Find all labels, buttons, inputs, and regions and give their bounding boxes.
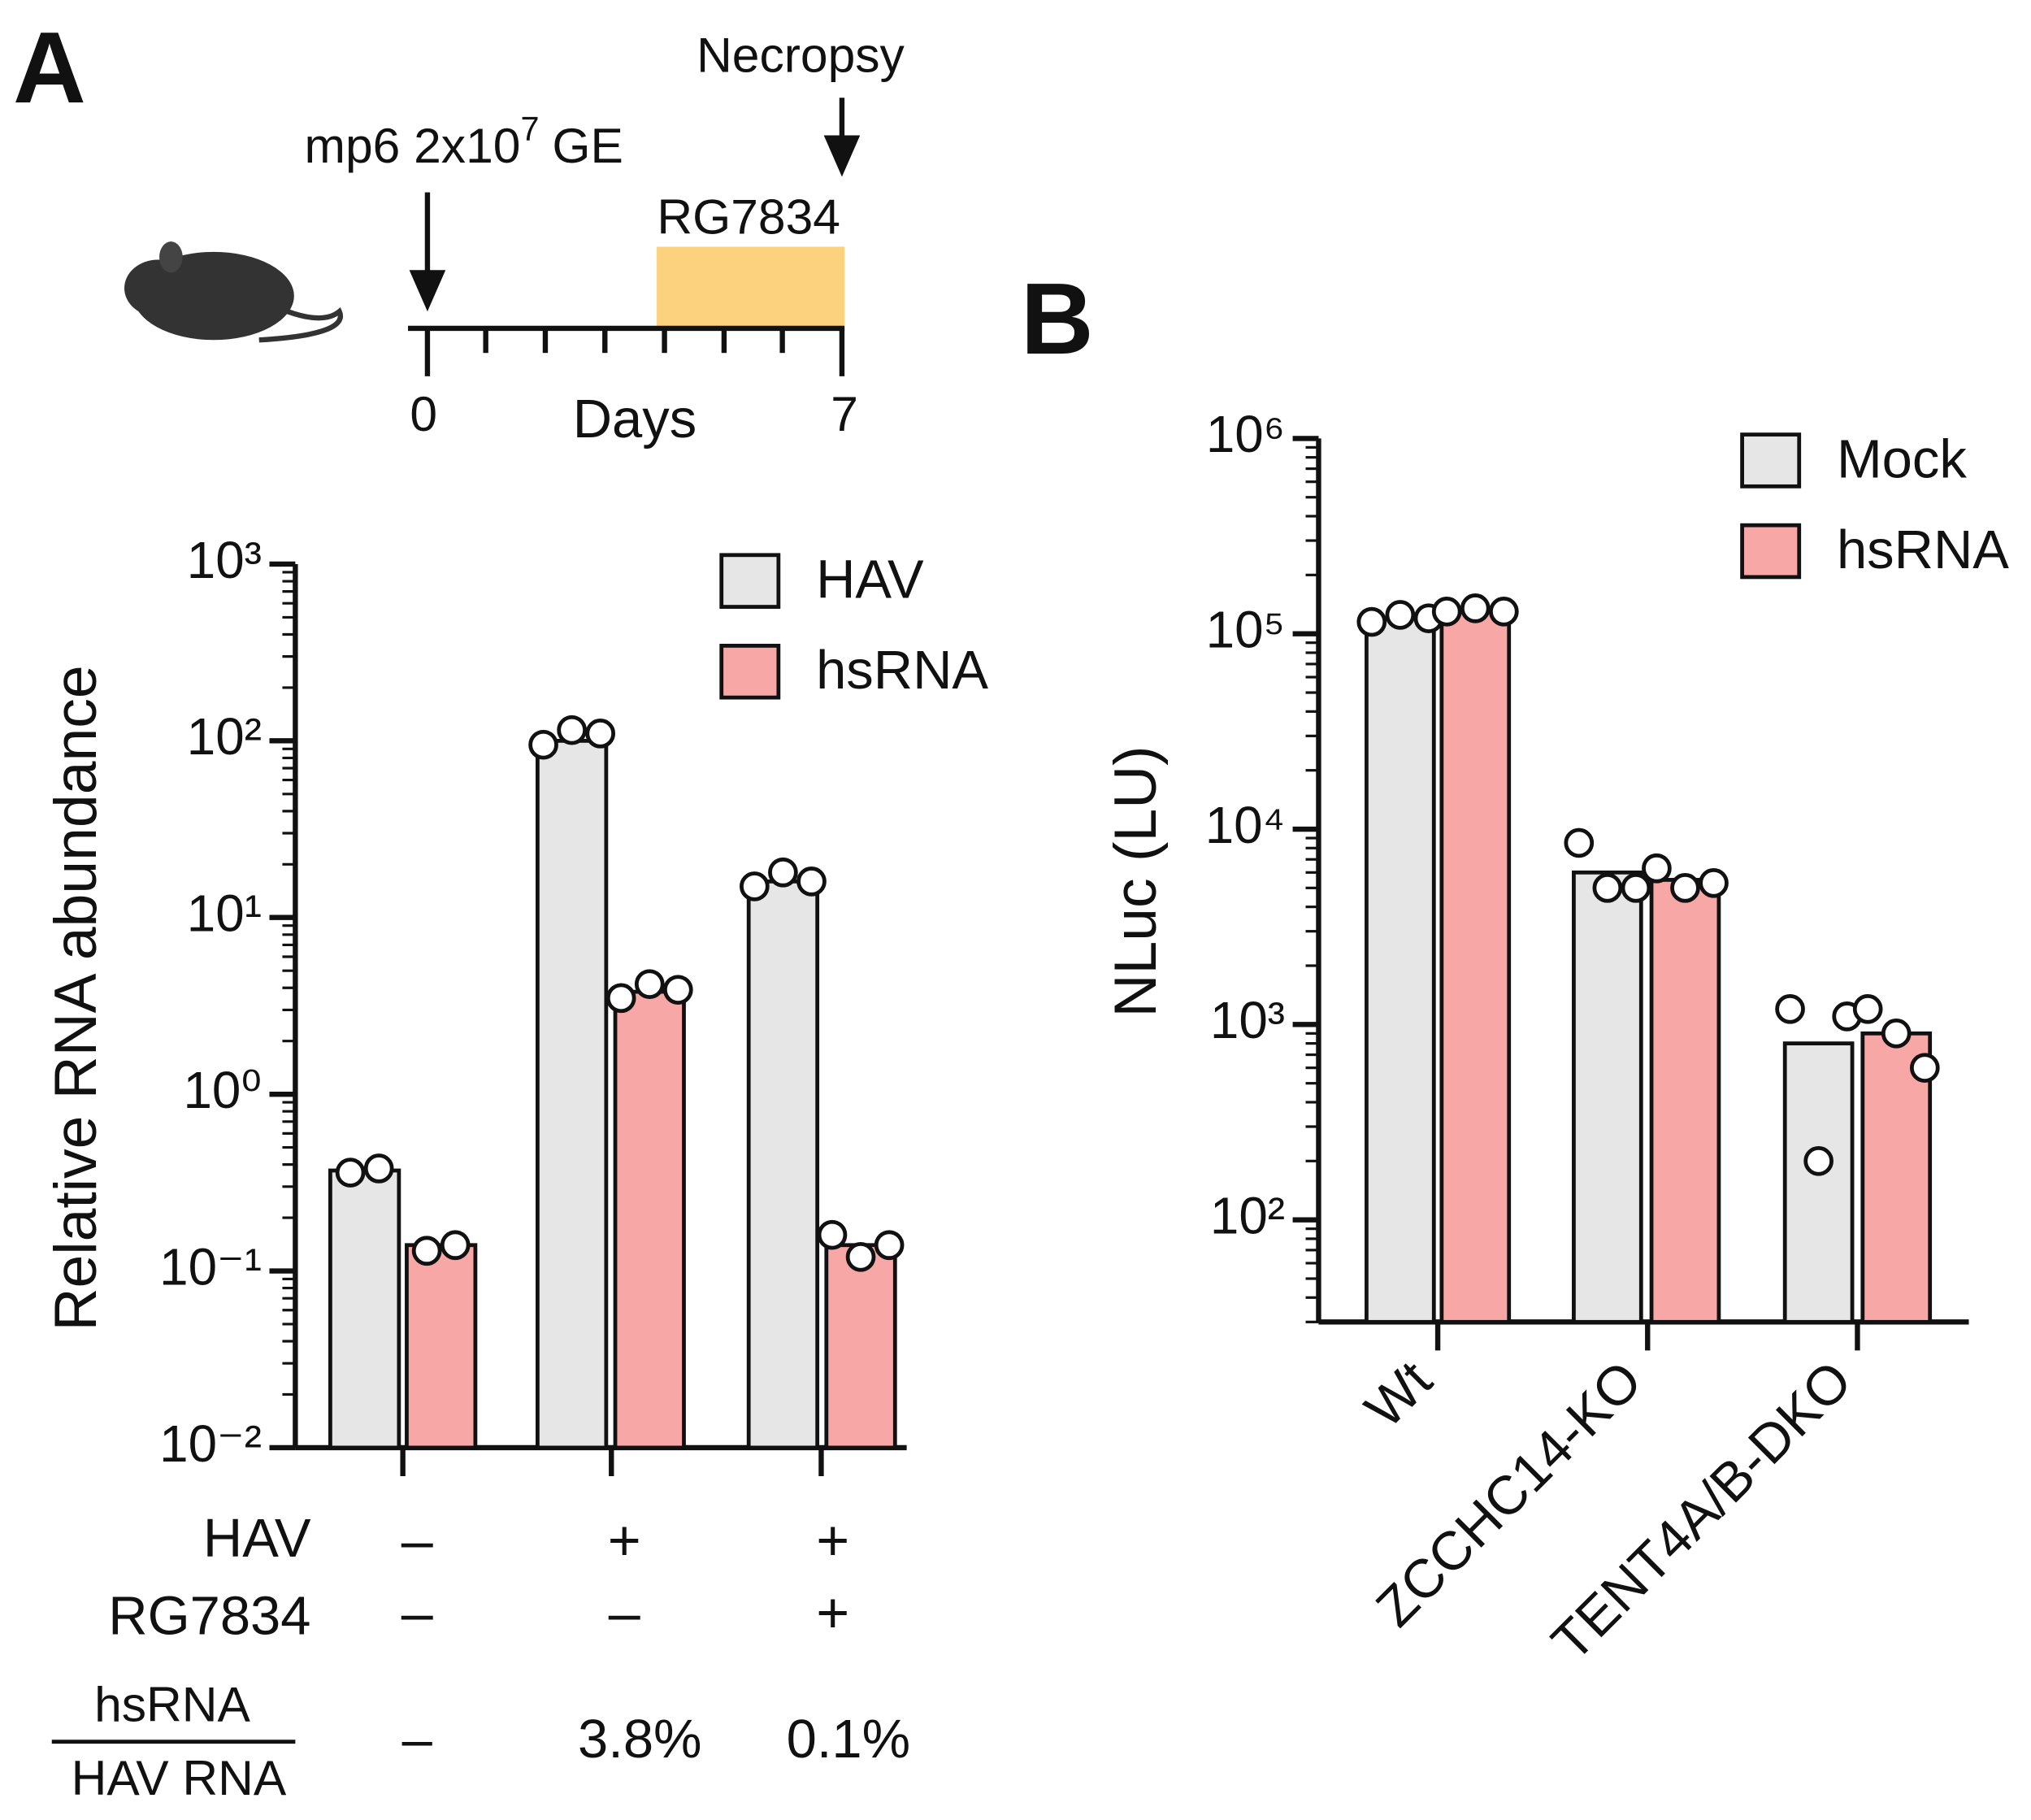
y-tick-label: 10¹ bbox=[187, 884, 262, 943]
condition-value: – bbox=[609, 1581, 640, 1644]
day-label: 0 bbox=[410, 386, 437, 441]
legend-swatch bbox=[1740, 432, 1802, 489]
bar bbox=[536, 738, 609, 1450]
data-point bbox=[1621, 873, 1651, 903]
data-point bbox=[1775, 993, 1805, 1024]
data-point bbox=[1909, 1053, 1940, 1083]
data-point bbox=[1852, 993, 1883, 1024]
data-point bbox=[1592, 873, 1623, 903]
data-point bbox=[845, 1241, 876, 1272]
legend-label: Mock bbox=[1837, 428, 1967, 489]
row-label: HAV bbox=[203, 1508, 311, 1569]
bar bbox=[1782, 1041, 1855, 1324]
ratio-denominator: HAV RNA bbox=[72, 1750, 287, 1805]
data-point bbox=[605, 983, 636, 1014]
condition-value: – bbox=[401, 1509, 433, 1572]
data-point bbox=[363, 1153, 394, 1184]
y-tick-label: 10⁶ bbox=[1206, 405, 1285, 463]
y-axis-label: NLuc (LU) bbox=[1102, 745, 1169, 1017]
legend-swatch bbox=[719, 553, 781, 609]
bar bbox=[405, 1243, 478, 1450]
y-tick-label: 10⁻¹ bbox=[159, 1237, 262, 1296]
data-point bbox=[1460, 593, 1491, 623]
y-tick-label: 10⁵ bbox=[1206, 601, 1285, 659]
y-tick-label: 10⁻² bbox=[159, 1414, 262, 1473]
dose-unit: GE bbox=[552, 118, 623, 173]
legend-label: hsRNA bbox=[1837, 519, 2009, 580]
data-point bbox=[1670, 873, 1700, 903]
bar bbox=[613, 989, 686, 1450]
data-point bbox=[634, 969, 665, 999]
condition-value: + bbox=[816, 1581, 849, 1644]
data-point bbox=[1642, 853, 1672, 884]
dose-exponent: 7 bbox=[520, 110, 539, 148]
data-point bbox=[1489, 596, 1519, 627]
ratio-value: 3.8% bbox=[578, 1709, 702, 1770]
y-tick-label: 10² bbox=[187, 707, 262, 766]
condition-value: + bbox=[608, 1509, 641, 1572]
bar bbox=[1649, 878, 1721, 1324]
data-point bbox=[528, 729, 558, 760]
ratio-value: – bbox=[402, 1709, 433, 1770]
legend-label: hsRNA bbox=[816, 640, 988, 701]
bar bbox=[824, 1243, 897, 1450]
ratio-value: 0.1% bbox=[787, 1709, 911, 1770]
bar bbox=[746, 879, 820, 1450]
data-point bbox=[1803, 1145, 1834, 1176]
data-point bbox=[768, 857, 798, 888]
necropsy-label: Necropsy bbox=[697, 27, 905, 82]
bar bbox=[1572, 870, 1643, 1324]
mouse-icon bbox=[124, 241, 343, 343]
dose-label: mp6 2x107 GE bbox=[305, 110, 623, 173]
data-point bbox=[817, 1219, 848, 1250]
legend-swatch bbox=[1740, 523, 1802, 580]
data-point bbox=[1564, 827, 1595, 858]
data-point bbox=[557, 715, 587, 745]
data-point bbox=[335, 1158, 366, 1188]
data-point bbox=[411, 1236, 442, 1266]
x-tick-label: Wt bbox=[1353, 1349, 1443, 1440]
legend-swatch bbox=[719, 643, 781, 700]
data-point bbox=[1431, 596, 1462, 627]
y-tick-label: 10⁰ bbox=[183, 1061, 261, 1119]
data-point bbox=[740, 871, 770, 901]
data-point bbox=[874, 1230, 905, 1261]
timeline: mp6 2x107 GE Necropsy RG7834 0 Days 7 bbox=[305, 27, 905, 450]
panel-label: B bbox=[1021, 263, 1094, 376]
data-point bbox=[796, 867, 827, 897]
data-point bbox=[440, 1230, 471, 1261]
y-tick-label: 10² bbox=[1210, 1186, 1285, 1244]
legend-label: HAV bbox=[816, 549, 924, 610]
data-point bbox=[663, 975, 693, 1005]
dose-text: mp6 2x10 bbox=[305, 118, 521, 173]
drug-label: RG7834 bbox=[657, 189, 840, 245]
bar bbox=[328, 1168, 401, 1450]
y-tick-label: 10³ bbox=[187, 531, 262, 589]
ratio-numerator: hsRNA bbox=[94, 1676, 250, 1731]
bar bbox=[1439, 609, 1512, 1324]
data-point bbox=[1881, 1019, 1912, 1049]
condition-value: – bbox=[401, 1581, 433, 1644]
y-tick-label: 10³ bbox=[1210, 991, 1285, 1049]
y-tick-label: 10⁴ bbox=[1205, 796, 1285, 854]
day-label: 7 bbox=[831, 386, 858, 441]
panel-label: A bbox=[13, 11, 86, 124]
data-point bbox=[1699, 867, 1729, 898]
bar bbox=[1365, 616, 1436, 1324]
timeline-axis-label: Days bbox=[573, 389, 697, 450]
data-point bbox=[1385, 600, 1416, 630]
drug-window bbox=[657, 246, 845, 328]
data-point bbox=[1356, 606, 1387, 637]
y-axis-label: Relative RNA abundance bbox=[42, 665, 109, 1331]
condition-value: + bbox=[816, 1509, 849, 1572]
row-label: RG7834 bbox=[108, 1586, 310, 1647]
data-point bbox=[585, 719, 616, 749]
